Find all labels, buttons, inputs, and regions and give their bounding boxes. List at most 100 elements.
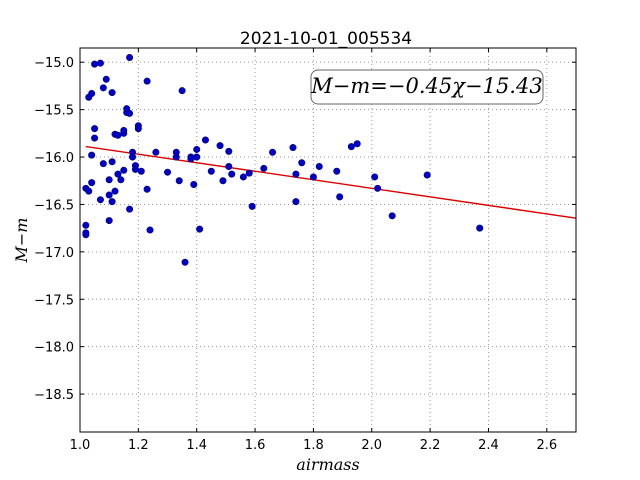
data-point [96, 196, 104, 204]
x-tick-label: 2.4 [478, 438, 499, 453]
y-tick-label: −18.0 [34, 341, 74, 356]
data-point [347, 143, 355, 151]
data-point [105, 217, 113, 225]
data-point [225, 163, 233, 171]
data-point [269, 148, 277, 156]
data-point [120, 166, 128, 174]
data-point [152, 148, 160, 156]
y-tick-label: −15.5 [34, 104, 74, 119]
data-point [309, 173, 317, 181]
annotation-box: M−m=−0.45χ−15.43 [310, 69, 544, 105]
data-point [126, 109, 134, 117]
data-point [193, 145, 201, 153]
data-point [126, 205, 134, 213]
data-point [187, 155, 195, 163]
data-point [108, 89, 116, 97]
x-tick-label: 1.2 [128, 438, 149, 453]
data-point [476, 224, 484, 232]
data-point [126, 53, 134, 61]
data-point [298, 159, 306, 167]
data-point [207, 167, 215, 175]
data-point [91, 134, 99, 142]
data-point [102, 75, 110, 83]
data-point [216, 142, 224, 150]
data-point [91, 125, 99, 133]
data-point [245, 169, 253, 177]
data-point [105, 176, 113, 184]
data-point [371, 173, 379, 181]
data-point [99, 160, 107, 168]
data-point [82, 229, 90, 237]
data-point [292, 170, 300, 178]
data-point [260, 164, 268, 172]
data-point [336, 193, 344, 201]
data-point [374, 184, 382, 192]
data-point [172, 148, 180, 156]
data-point [146, 226, 154, 234]
data-point [178, 87, 186, 95]
x-tick-label: 2.2 [420, 438, 441, 453]
data-point [196, 225, 204, 233]
x-tick-label: 1.8 [303, 438, 324, 453]
y-tick-label: −17.5 [34, 293, 74, 308]
data-point [289, 144, 297, 152]
data-point [108, 158, 116, 166]
grid-lines [79, 48, 576, 432]
fit-line-group [85, 145, 577, 219]
data-point [117, 176, 125, 184]
x-tick-label: 1.0 [70, 438, 91, 453]
y-tick-label: −17.0 [34, 246, 74, 261]
y-tick-label: −16.5 [34, 198, 74, 213]
data-point [175, 177, 183, 185]
fit-equation: M−m=−0.45χ−15.43 [310, 74, 542, 98]
data-point [105, 191, 113, 199]
data-point [88, 90, 96, 98]
data-point [143, 185, 151, 193]
data-point [131, 165, 139, 173]
x-tick-label: 2.0 [361, 438, 382, 453]
data-point [137, 167, 145, 175]
y-axis-ticks: −15.0 −15.5 −16.0 −16.5 −17.0 −17.5 −18.0 −18.5 [34, 56, 576, 403]
data-point [164, 168, 172, 176]
data-point [108, 198, 116, 206]
chart-title: 2021-10-01_005534 [240, 29, 412, 49]
data-point [88, 179, 96, 187]
x-tick-label: 1.4 [186, 438, 207, 453]
data-point [181, 258, 189, 266]
data-point [228, 170, 236, 178]
data-point [111, 187, 119, 195]
data-point [114, 131, 122, 139]
data-point [88, 151, 96, 159]
data-point [219, 177, 227, 185]
data-point [388, 212, 396, 220]
data-point [201, 136, 209, 144]
data-point [423, 171, 431, 179]
data-points [82, 53, 484, 266]
x-axis-label: airmass [296, 455, 359, 474]
data-point [114, 170, 122, 178]
data-point [120, 126, 128, 134]
x-tick-label: 1.6 [245, 438, 266, 453]
data-point [239, 173, 247, 181]
data-point [85, 187, 93, 195]
data-point [91, 60, 99, 68]
x-axis-ticks: 1.0 1.2 1.4 1.6 1.8 2.0 2.2 2.4 2.6 [70, 48, 557, 453]
x-tick-label: 2.6 [536, 438, 557, 453]
y-tick-label: −16.0 [34, 151, 74, 166]
annotation-frame [310, 69, 544, 105]
y-tick-label: −18.5 [34, 388, 74, 403]
data-point [129, 148, 137, 156]
plot-frame [79, 47, 577, 433]
data-point [248, 202, 256, 210]
data-point [99, 84, 107, 92]
data-point [193, 153, 201, 161]
data-point [82, 221, 90, 229]
y-tick-label: −15.0 [34, 56, 74, 71]
data-point [333, 167, 341, 175]
data-point [143, 77, 151, 85]
data-point [292, 198, 300, 206]
data-point [190, 181, 198, 189]
y-axis-label: M−m [12, 218, 31, 264]
data-point [353, 140, 361, 148]
